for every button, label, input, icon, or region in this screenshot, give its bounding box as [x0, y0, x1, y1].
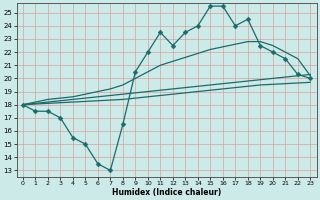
X-axis label: Humidex (Indice chaleur): Humidex (Indice chaleur) — [112, 188, 221, 197]
